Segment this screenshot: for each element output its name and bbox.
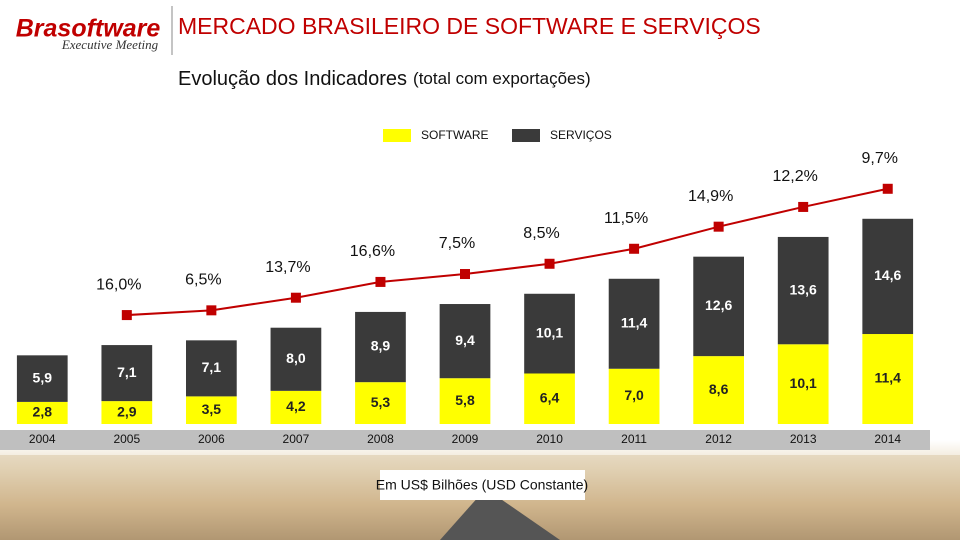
x-axis-band: [0, 430, 930, 450]
value-label: 7,1: [202, 359, 222, 375]
x-tick-label: 2012: [705, 432, 732, 446]
value-label: 7,0: [624, 387, 644, 403]
growth-marker: [544, 258, 555, 269]
x-tick-label: 2010: [536, 432, 563, 446]
bar-segment: [186, 340, 237, 397]
x-tick-label: 2014: [874, 432, 901, 446]
value-label: 10,1: [536, 324, 563, 340]
value-label: 2,8: [33, 404, 53, 420]
bar-segment: [524, 293, 575, 374]
value-label: 8,9: [371, 338, 391, 354]
bar-segment: [101, 345, 153, 402]
value-label: 5,3: [371, 394, 391, 410]
x-tick-label: 2004: [29, 432, 56, 446]
bar-segment: [608, 278, 660, 369]
value-label: 11,4: [621, 314, 648, 330]
bar-segment: [777, 236, 829, 345]
growth-marker: [375, 276, 386, 287]
background-road: [440, 495, 560, 540]
growth-label: 16,0%: [96, 276, 141, 293]
growth-marker: [290, 292, 301, 303]
value-label: 5,8: [455, 392, 475, 408]
value-label: 11,4: [874, 370, 901, 386]
bar-segment: [270, 327, 322, 391]
x-tick-label: 2009: [452, 432, 479, 446]
legend-swatch: [383, 129, 411, 142]
value-label: 5,9: [33, 369, 53, 385]
bar-segment: [693, 256, 744, 357]
growth-marker: [460, 269, 470, 280]
growth-marker: [798, 201, 809, 212]
x-tick-label: 2006: [198, 432, 225, 446]
bar-segment: [693, 356, 744, 424]
growth-label: 9,7%: [861, 150, 897, 167]
bar-segment: [524, 373, 575, 424]
value-label: 9,4: [455, 332, 475, 348]
value-label: 14,6: [874, 267, 901, 283]
title: MERCADO BRASILEIRO DE SOFTWARE E SERVIÇO…: [178, 13, 761, 39]
note-box: [380, 470, 585, 500]
logo: Brasoftware: [16, 15, 161, 43]
legend-label: SOFTWARE: [421, 128, 489, 142]
bar-segment: [16, 401, 68, 424]
bar-segment: [355, 311, 406, 383]
x-tick-label: 2013: [790, 432, 817, 446]
value-label: 12,6: [705, 297, 732, 313]
bar-segment: [16, 355, 68, 402]
value-label: 7,1: [117, 364, 137, 380]
growth-label: 16,6%: [350, 243, 395, 260]
growth-label: 12,2%: [772, 168, 817, 185]
bar-segment: [608, 368, 660, 424]
bar-segment: [439, 378, 491, 424]
growth-marker: [121, 310, 132, 321]
value-label: 3,5: [202, 401, 222, 417]
value-label: 8,6: [709, 381, 729, 397]
value-label: 10,1: [790, 375, 817, 391]
growth-marker: [629, 243, 640, 254]
logo-sub: Executive Meeting: [61, 37, 159, 52]
growth-label: 7,5%: [439, 235, 475, 252]
value-label: 13,6: [790, 281, 817, 297]
growth-label: 8,5%: [523, 225, 559, 242]
subtitle: Evolução dos Indicadores (total com expor…: [178, 68, 591, 90]
bar-segment: [270, 390, 322, 424]
bar-segment: [862, 218, 914, 335]
growth-label: 13,7%: [265, 259, 310, 276]
growth-marker: [206, 305, 217, 316]
x-tick-label: 2008: [367, 432, 394, 446]
bar-segment: [777, 344, 829, 424]
growth-line: [126, 187, 888, 317]
x-tick-label: 2011: [621, 432, 647, 446]
growth-marker: [882, 183, 893, 194]
value-label: 6,4: [540, 389, 560, 405]
growth-marker: [713, 221, 724, 232]
value-label: 8,0: [286, 350, 306, 366]
legend-swatch: [512, 129, 540, 142]
note: Em US$ Bilhões (USD Constante): [376, 477, 588, 493]
subtitle-note: (total com exportações): [413, 69, 591, 88]
bar-segment: [355, 382, 406, 424]
bar-segment: [186, 396, 237, 424]
bar-segment: [439, 304, 491, 379]
growth-label: 6,5%: [185, 272, 221, 289]
value-label: 2,9: [117, 403, 137, 419]
bar-segment: [101, 401, 153, 424]
legend-label: SERVIÇOS: [550, 128, 612, 142]
x-tick-label: 2007: [283, 432, 310, 446]
value-label: 4,2: [286, 398, 306, 414]
bar-segment: [862, 334, 914, 424]
subtitle-main: Evolução dos Indicadores: [178, 68, 407, 90]
x-tick-label: 2005: [113, 432, 140, 446]
growth-label: 11,5%: [604, 210, 648, 227]
growth-label: 14,9%: [688, 188, 733, 205]
